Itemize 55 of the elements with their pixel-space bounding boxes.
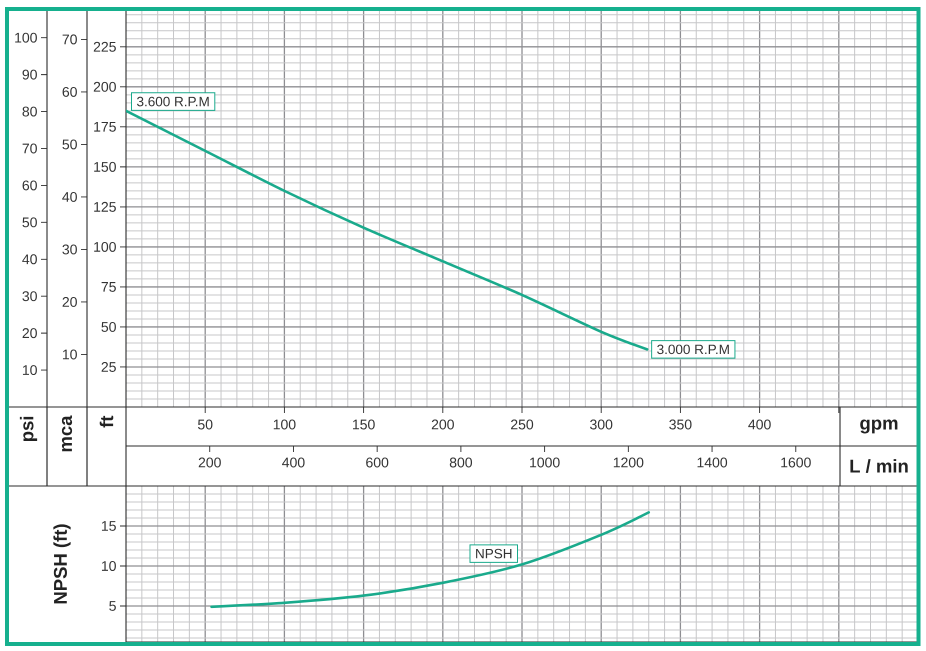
y2-axis-title: psi — [20, 416, 38, 442]
y2-tick-label: 40 — [22, 254, 37, 264]
x2-tick-label: 1000 — [530, 458, 560, 468]
y3-axis-title: mca — [62, 415, 72, 452]
y3-tick-label: 10 — [62, 350, 77, 360]
x-tick-label: 350 — [669, 420, 692, 430]
x2-tick-label: 1400 — [698, 458, 728, 468]
y-tick-label: 15 — [102, 521, 116, 531]
line-series — [210, 511, 650, 608]
x2-axis-title: L / min — [850, 459, 908, 473]
x2-tick-label: 1600 — [781, 458, 811, 468]
y3-tick-label: 70 — [62, 34, 77, 44]
y2-tick-label: 70 — [22, 144, 37, 154]
x2-tick-label: 400 — [282, 458, 305, 468]
x-tick-label: 200 — [432, 420, 454, 430]
x2-tick-label: 600 — [366, 458, 388, 468]
y-tick-label: 10 — [102, 561, 116, 571]
x-tick-label: 300 — [590, 420, 612, 430]
y-axis-title: NPSH (ft) — [53, 524, 71, 604]
y-tick-label: 175 — [94, 122, 116, 132]
y-tick-label: 25 — [102, 362, 116, 372]
x-tick-label: 150 — [352, 420, 375, 430]
y3-tick-label: 30 — [62, 244, 77, 254]
y-tick-label: 225 — [94, 42, 116, 52]
x-axis-title: gpm — [860, 420, 898, 434]
y-tick-label: 5 — [109, 601, 116, 611]
y-tick-label: 150 — [94, 162, 116, 172]
x2-tick-label: 800 — [450, 458, 472, 468]
y-axis-title: ft — [100, 416, 114, 428]
y2-tick-label: 60 — [22, 180, 37, 190]
y-tick-label: 125 — [94, 202, 116, 212]
y2-tick-label: 90 — [22, 70, 37, 80]
y3-tick-label: 60 — [62, 86, 77, 97]
y2-tick-label: 30 — [22, 291, 37, 302]
y2-tick-label: 20 — [22, 328, 37, 338]
y-tick-label: 200 — [94, 82, 116, 92]
y3-tick-label: 50 — [62, 139, 77, 150]
series-label: NPSH — [476, 548, 512, 558]
x-tick-label: 250 — [511, 420, 534, 430]
x-tick-label: 100 — [274, 420, 296, 430]
y2-tick-label: 80 — [22, 106, 37, 117]
y-tick-label: 50 — [101, 322, 116, 332]
y3-tick-label: 40 — [62, 192, 77, 202]
y-tick-label: 100 — [94, 242, 116, 252]
x2-tick-label: 200 — [198, 458, 221, 468]
x-tick-label: 50 — [198, 420, 212, 430]
y2-tick-label: 10 — [22, 365, 37, 376]
y2-tick-label: 100 — [15, 32, 37, 43]
annotation: 3.000 R.P.M — [657, 344, 729, 354]
annotation: 3.600 R.P.M — [137, 96, 209, 106]
x-tick-label: 400 — [748, 420, 771, 430]
y-tick-label: 75 — [102, 282, 116, 292]
x2-tick-label: 1200 — [614, 458, 644, 468]
y3-tick-label: 20 — [62, 297, 77, 307]
y2-tick-label: 50 — [22, 217, 37, 228]
